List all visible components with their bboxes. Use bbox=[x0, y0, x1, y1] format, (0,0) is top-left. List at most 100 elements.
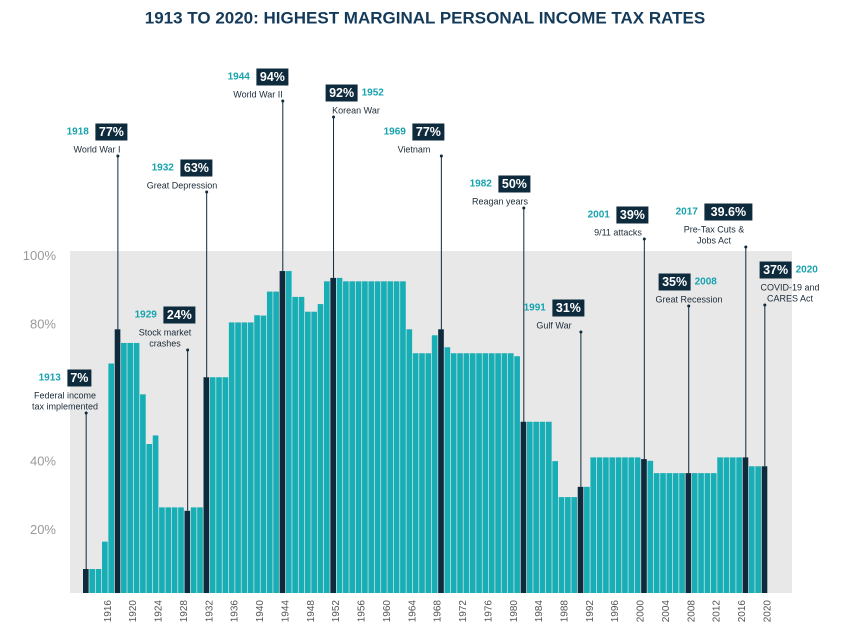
bar bbox=[190, 507, 197, 593]
bar bbox=[133, 342, 140, 593]
bar bbox=[742, 457, 749, 593]
x-tick-label: 2016 bbox=[737, 600, 748, 623]
x-tick-label: 1928 bbox=[179, 600, 190, 623]
annotation-box bbox=[759, 261, 792, 279]
bar bbox=[241, 322, 248, 593]
bar bbox=[393, 281, 400, 593]
bar bbox=[304, 311, 311, 593]
annotation-value: 92% bbox=[329, 86, 354, 100]
annotation-text: Reagan years bbox=[472, 196, 529, 206]
leader-dot bbox=[84, 411, 88, 415]
bar bbox=[171, 507, 178, 593]
bar bbox=[108, 363, 115, 593]
bar bbox=[577, 486, 584, 593]
bar bbox=[533, 421, 539, 593]
bar bbox=[317, 304, 324, 593]
annotation-box bbox=[616, 206, 649, 224]
bar bbox=[717, 457, 723, 593]
bar bbox=[761, 466, 768, 593]
annotation-year: 1991 bbox=[524, 303, 547, 314]
bar bbox=[482, 353, 489, 593]
bar bbox=[285, 271, 292, 593]
leader-dot bbox=[763, 303, 767, 307]
bar bbox=[247, 322, 254, 593]
bar bbox=[431, 335, 438, 593]
bar bbox=[165, 507, 172, 593]
x-tick-label: 2000 bbox=[636, 600, 647, 623]
annotation-box bbox=[658, 273, 691, 291]
annotation-value: 63% bbox=[184, 161, 209, 175]
bar bbox=[184, 510, 191, 593]
x-tick-label: 2020 bbox=[762, 600, 773, 623]
annotation-text: tax implemented bbox=[32, 401, 98, 411]
bar bbox=[127, 342, 134, 593]
bar bbox=[622, 457, 628, 593]
x-tick-label: 1948 bbox=[306, 600, 317, 623]
annotation-value: 31% bbox=[556, 301, 581, 315]
bar bbox=[590, 457, 597, 593]
bar bbox=[368, 281, 375, 593]
annotation-value: 94% bbox=[260, 70, 285, 84]
bar bbox=[146, 444, 153, 593]
x-tick-label: 1960 bbox=[382, 600, 393, 623]
leader-dot bbox=[687, 304, 691, 308]
bar bbox=[343, 281, 349, 593]
bar bbox=[374, 281, 381, 593]
annotation-text: crashes bbox=[149, 338, 181, 348]
x-tick-label: 1956 bbox=[357, 600, 368, 623]
annotation-year: 2001 bbox=[588, 210, 611, 221]
annotation-text: CARES Act bbox=[767, 293, 814, 303]
bar bbox=[178, 507, 184, 593]
bar bbox=[438, 329, 444, 593]
annotation-value: 39.6% bbox=[711, 205, 746, 219]
bar bbox=[152, 435, 159, 593]
bar bbox=[634, 457, 641, 593]
bar bbox=[565, 497, 571, 593]
annotation-year: 1944 bbox=[228, 72, 251, 83]
annotation-value: 24% bbox=[167, 308, 192, 322]
bar bbox=[755, 466, 761, 593]
bar bbox=[672, 473, 679, 593]
x-tick-label: 1932 bbox=[204, 600, 215, 623]
annotation-box bbox=[325, 84, 358, 102]
annotation-year: 1982 bbox=[470, 179, 493, 190]
annotation-text: Gulf War bbox=[536, 320, 571, 330]
y-tick-label: 100% bbox=[23, 248, 57, 263]
bar bbox=[520, 421, 527, 593]
bar bbox=[102, 541, 108, 593]
bar bbox=[558, 497, 565, 593]
bar bbox=[89, 569, 95, 593]
bar bbox=[660, 473, 666, 593]
bar bbox=[279, 271, 286, 593]
annotation-year: 1969 bbox=[384, 127, 407, 138]
x-tick-label: 1972 bbox=[458, 600, 469, 623]
x-tick-label: 1940 bbox=[255, 600, 266, 623]
bar bbox=[349, 281, 356, 593]
annotation-year: 1929 bbox=[135, 310, 158, 321]
bar bbox=[330, 277, 337, 593]
bar bbox=[495, 353, 501, 593]
bar bbox=[628, 457, 635, 593]
annotation-box bbox=[95, 123, 128, 141]
bar bbox=[710, 473, 717, 593]
annotation-box bbox=[704, 203, 753, 221]
bar bbox=[254, 315, 260, 593]
annotation-text: Stock market bbox=[139, 327, 192, 337]
annotation-text: COVID-19 and bbox=[760, 282, 819, 292]
bar bbox=[526, 421, 533, 593]
bar bbox=[736, 457, 742, 593]
bar bbox=[292, 296, 298, 593]
x-tick-label: 1984 bbox=[534, 600, 545, 623]
y-tick-label: 20% bbox=[30, 522, 56, 537]
bar bbox=[419, 353, 425, 593]
bar bbox=[691, 473, 698, 593]
leader-dot bbox=[332, 115, 336, 119]
leader-dot bbox=[281, 99, 285, 103]
annotation-text: World War II bbox=[233, 89, 283, 99]
bar bbox=[362, 281, 368, 593]
x-tick-label: 1916 bbox=[103, 600, 114, 623]
y-tick-label: 80% bbox=[30, 316, 56, 331]
annotation-text: Great Depression bbox=[147, 180, 218, 190]
bar bbox=[507, 353, 514, 593]
annotation-year: 2017 bbox=[676, 207, 699, 218]
